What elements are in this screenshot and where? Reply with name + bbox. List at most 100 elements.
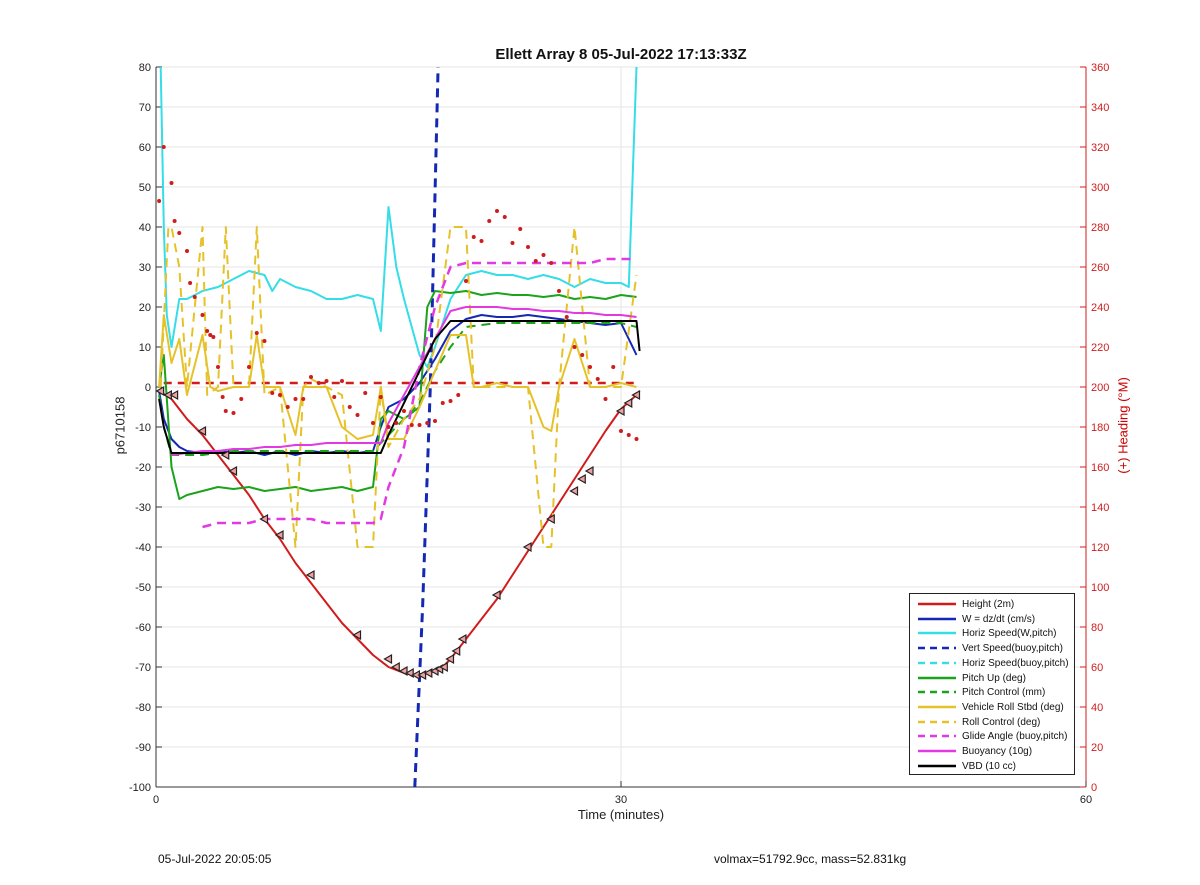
heading-point (157, 199, 162, 203)
heading-point (254, 331, 259, 335)
y2-tick-label: 120 (1091, 542, 1109, 554)
legend-swatch (918, 676, 956, 679)
y-tick-label: -100 (129, 782, 151, 794)
data-series (155, 66, 641, 788)
y2-tick-label: 300 (1091, 182, 1109, 194)
heading-point (487, 219, 492, 223)
y2-tick-label: 100 (1091, 582, 1109, 594)
heading-point (433, 419, 437, 423)
height-marker (220, 449, 230, 461)
heading-point (324, 379, 329, 383)
height-marker (569, 485, 579, 497)
height-marker (228, 465, 238, 477)
legend: Height (2m) W = dz/dt (cm/s) Horiz Speed(W… (909, 593, 1075, 775)
heading-point (340, 379, 344, 383)
axes: 80706050403020100-10-20-30-40-50-60-70-8… (129, 62, 1109, 806)
heading-point (309, 375, 313, 379)
height-marker (615, 405, 625, 417)
legend-label: W = dz/dt (cm/s) (962, 613, 1036, 625)
y-tick-label: -20 (135, 462, 151, 474)
heading-point (332, 395, 337, 399)
right-y-axis-label: (+) Heading (°M) (1115, 377, 1131, 474)
series-line (171, 306, 637, 456)
y2-tick-label: 220 (1091, 342, 1109, 354)
heading-point (394, 421, 399, 425)
legend-swatch (918, 632, 956, 635)
height-marker (546, 513, 555, 525)
heading-point (634, 437, 639, 441)
heading-point (169, 181, 174, 185)
height-marker (169, 389, 179, 401)
y-tick-label: -60 (135, 622, 151, 634)
heading-point (541, 253, 546, 257)
heading-point (278, 393, 282, 397)
y-tick-label: -30 (135, 502, 151, 514)
height-marker (391, 661, 400, 673)
y-tick-label: 30 (139, 262, 151, 274)
height-marker (522, 541, 532, 553)
heading-point (603, 397, 608, 401)
legend-label: Pitch Control (mm) (962, 687, 1046, 699)
legend-swatch (918, 661, 956, 665)
series-line (158, 320, 641, 454)
legend-item: Vehicle Roll Stbd (deg) (914, 701, 1074, 715)
x-tick-label: 60 (1080, 794, 1092, 806)
heading-point (611, 365, 616, 369)
height-marker (305, 569, 315, 581)
heading-point (495, 209, 499, 213)
y-tick-label: -50 (135, 582, 151, 594)
heading-point (371, 421, 375, 425)
legend-label: Horiz Speed(W,pitch) (962, 628, 1057, 640)
heading-point (402, 409, 406, 413)
heading-point (471, 235, 476, 239)
y2-tick-label: 240 (1091, 302, 1109, 314)
y-tick-label: 20 (139, 302, 151, 314)
series-line (413, 66, 440, 788)
y2-tick-label: 140 (1091, 502, 1109, 514)
legend-label: Vehicle Roll Stbd (deg) (962, 701, 1064, 713)
heading-point (177, 231, 182, 235)
heading-point (172, 219, 177, 223)
y2-tick-label: 340 (1091, 102, 1109, 114)
y-tick-label: 70 (139, 102, 151, 114)
heading-point (216, 365, 220, 369)
height-marker (352, 629, 362, 641)
legend-swatch (918, 602, 956, 606)
heading-point (378, 395, 383, 399)
legend-item: Pitch Up (deg) (914, 672, 1074, 686)
y-tick-label: 0 (145, 382, 151, 394)
y2-tick-label: 0 (1091, 782, 1097, 794)
legend-label: Height (2m) (962, 599, 1015, 610)
heading-point (205, 329, 210, 333)
legend-label: Horiz Speed(buoy,pitch) (962, 657, 1069, 669)
heading-point (588, 365, 592, 369)
legend-label: Pitch Up (deg) (962, 672, 1026, 684)
legend-item: Glide Angle (buoy,pitch) (914, 730, 1074, 744)
heading-point (188, 281, 193, 285)
y-tick-label: -80 (135, 702, 151, 714)
legend-item: Vert Speed(buoy,pitch) (914, 642, 1074, 656)
heading-point (208, 333, 213, 337)
series-line (158, 322, 637, 456)
heading-point (185, 249, 189, 253)
y2-tick-label: 40 (1091, 702, 1103, 714)
legend-label: Vert Speed(buoy,pitch) (962, 643, 1063, 655)
y2-tick-label: 80 (1091, 622, 1103, 634)
heading-point (518, 227, 523, 231)
y-tick-label: 80 (139, 62, 151, 74)
legend-label: Roll Control (deg) (962, 716, 1041, 728)
volume-mass-text: volmax=51792.9cc, mass=52.831kg (714, 852, 907, 866)
legend-item: Height (2m) (914, 598, 1074, 612)
legend-swatch (918, 705, 956, 709)
heading-point (448, 399, 453, 403)
y2-tick-label: 360 (1091, 62, 1109, 74)
heading-point (386, 425, 391, 429)
legend-item: Horiz Speed(buoy,pitch) (914, 657, 1074, 671)
heading-point (572, 345, 577, 349)
height-marker (445, 653, 455, 665)
heading-point (440, 401, 445, 405)
height-marker (259, 513, 269, 525)
y2-tick-label: 200 (1091, 382, 1109, 394)
y-tick-label: 60 (139, 142, 151, 154)
